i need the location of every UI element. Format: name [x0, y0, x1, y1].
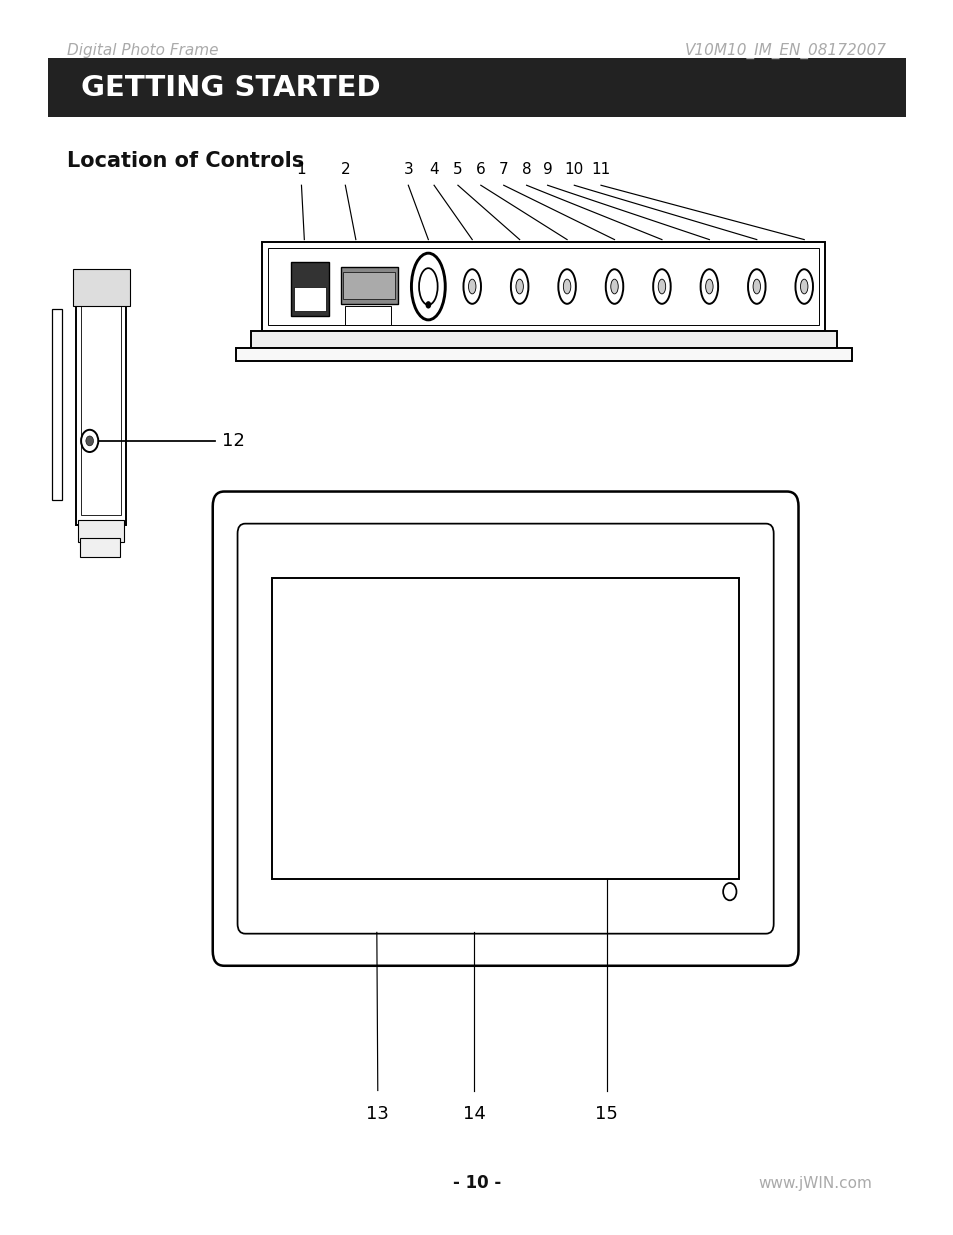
Text: 10: 10: [564, 162, 583, 177]
Text: 3: 3: [403, 162, 413, 177]
Text: V10M10_IM_EN_08172007: V10M10_IM_EN_08172007: [684, 43, 886, 59]
Text: 2: 2: [340, 162, 350, 177]
Bar: [72, 269, 130, 306]
Text: 7: 7: [498, 162, 508, 177]
Bar: [294, 287, 326, 311]
Circle shape: [86, 436, 93, 446]
Text: Digital Photo Frame: Digital Photo Frame: [67, 43, 218, 58]
Text: 14: 14: [462, 1105, 485, 1124]
Ellipse shape: [700, 269, 718, 304]
Ellipse shape: [411, 253, 445, 320]
Bar: [251, 331, 836, 348]
Circle shape: [425, 301, 431, 309]
Text: 4: 4: [429, 162, 438, 177]
Circle shape: [81, 430, 98, 452]
Text: 15: 15: [595, 1105, 618, 1124]
Ellipse shape: [747, 269, 764, 304]
Ellipse shape: [705, 279, 712, 294]
Text: GETTING STARTED: GETTING STARTED: [81, 74, 380, 101]
Ellipse shape: [563, 279, 570, 294]
Bar: [272, 578, 739, 879]
Text: 13: 13: [366, 1105, 389, 1124]
Text: 12: 12: [222, 432, 245, 450]
Ellipse shape: [610, 279, 618, 294]
Bar: [340, 267, 397, 304]
Ellipse shape: [463, 269, 480, 304]
Text: 5: 5: [453, 162, 462, 177]
Bar: [76, 284, 126, 525]
Ellipse shape: [795, 269, 812, 304]
Ellipse shape: [558, 269, 576, 304]
Text: Location of Controls: Location of Controls: [67, 151, 304, 170]
Ellipse shape: [511, 269, 528, 304]
Text: - 10 -: - 10 -: [453, 1174, 500, 1192]
Ellipse shape: [752, 279, 760, 294]
Ellipse shape: [653, 269, 670, 304]
Circle shape: [722, 883, 736, 900]
Bar: [81, 294, 121, 515]
Bar: [268, 248, 819, 325]
Bar: [52, 309, 62, 500]
Bar: [262, 242, 824, 331]
Bar: [345, 306, 391, 325]
Ellipse shape: [658, 279, 665, 294]
Text: www.jWIN.com: www.jWIN.com: [758, 1176, 871, 1191]
Bar: [78, 520, 124, 542]
Text: 11: 11: [591, 162, 610, 177]
Bar: [343, 272, 395, 299]
Text: 9: 9: [542, 162, 552, 177]
Bar: [48, 58, 905, 117]
Ellipse shape: [468, 279, 476, 294]
Text: 6: 6: [476, 162, 485, 177]
Bar: [80, 538, 120, 557]
Ellipse shape: [418, 268, 437, 305]
Ellipse shape: [516, 279, 523, 294]
Bar: [291, 262, 329, 316]
Bar: [235, 348, 851, 361]
Ellipse shape: [800, 279, 807, 294]
Text: 1: 1: [296, 162, 306, 177]
Ellipse shape: [605, 269, 622, 304]
Text: 8: 8: [521, 162, 531, 177]
FancyBboxPatch shape: [213, 492, 798, 966]
